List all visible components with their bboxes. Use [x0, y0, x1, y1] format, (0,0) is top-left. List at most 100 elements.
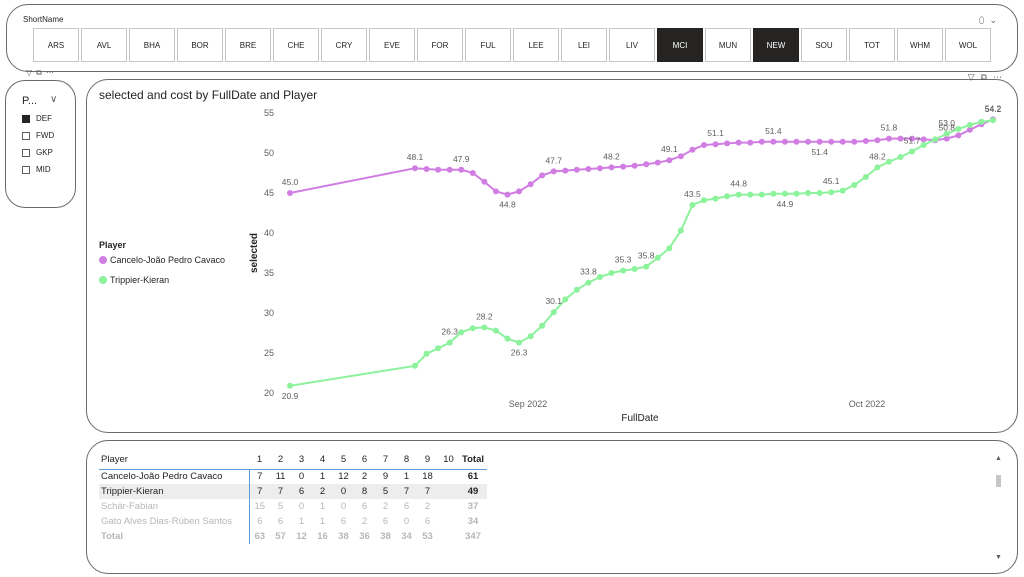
eraser-icon[interactable]: ⬯	[978, 15, 985, 25]
table-row[interactable]: Cancelo-João Pedro Cavaco 7 11 0 1 12 2 9 1 18 61	[99, 469, 487, 484]
team-button-lee[interactable]: LEE	[513, 28, 559, 62]
row-label: Cancelo-João Pedro Cavaco	[101, 471, 223, 483]
team-button-whm[interactable]: WHM	[897, 28, 943, 62]
team-button-for[interactable]: FOR	[417, 28, 463, 62]
team-button-ars[interactable]: ARS	[33, 28, 79, 62]
data-point	[446, 339, 453, 346]
team-button-mun[interactable]: MUN	[705, 28, 751, 62]
data-point	[481, 324, 488, 331]
data-point	[724, 193, 731, 200]
table-row[interactable]: Gato Alves Dias-Rúben Santos 6 6 1 1 6 2 6 0 6 34	[99, 514, 487, 529]
row-total: 37	[467, 501, 479, 512]
data-point	[978, 118, 985, 125]
position-slicer: P... ∨ DEF FWD GKP MID	[5, 80, 76, 208]
data-point	[550, 309, 557, 316]
vertical-scrollbar[interactable]: ▲ ▼	[995, 455, 1003, 561]
column-header[interactable]: 9	[417, 453, 438, 470]
y-tick-label: 25	[264, 348, 274, 358]
team-button-wol[interactable]: WOL	[945, 28, 991, 62]
data-point	[435, 345, 442, 352]
filter-icon[interactable]: ▽	[967, 72, 975, 82]
checkbox[interactable]	[22, 165, 30, 174]
position-item-fwd[interactable]: FWD	[22, 130, 54, 141]
data-point	[287, 382, 293, 389]
column-header[interactable]: 6	[354, 453, 375, 470]
data-point	[851, 138, 858, 145]
row-label: Gato Alves Dias-Rúben Santos	[101, 516, 232, 527]
team-button-lei[interactable]: LEI	[561, 28, 607, 62]
more-options-icon[interactable]: ⋯	[45, 68, 54, 77]
team-button-eve[interactable]: EVE	[369, 28, 415, 62]
data-label: 44.8	[499, 200, 516, 210]
data-point	[862, 138, 869, 144]
data-point	[955, 132, 962, 139]
data-point	[423, 166, 430, 172]
table-cell: 36	[359, 531, 370, 542]
team-button-row: ARS AVL BHA BOR BRE CHE CRY EVE FOR FUL LEE LEI LIV M…	[33, 28, 991, 62]
table-cell: 1	[319, 516, 326, 527]
more-options-icon[interactable]: ⋯	[993, 72, 1002, 82]
team-button-bha[interactable]: BHA	[129, 28, 175, 62]
data-label: 44.8	[730, 179, 747, 189]
data-point	[920, 142, 927, 148]
table-cell: 6	[361, 501, 368, 512]
team-button-che[interactable]: CHE	[273, 28, 319, 62]
y-tick-label: 50	[264, 148, 274, 158]
column-header[interactable]: 1	[249, 453, 270, 470]
column-header[interactable]: 2	[270, 453, 291, 470]
position-item-mid[interactable]: MID	[22, 164, 54, 175]
position-item-gkp[interactable]: GKP	[22, 147, 54, 158]
data-point	[481, 178, 488, 185]
chevron-down-icon[interactable]: ⌄	[989, 15, 997, 25]
checkbox[interactable]	[22, 131, 30, 140]
data-point	[781, 190, 788, 197]
data-point	[966, 126, 973, 133]
focus-mode-icon[interactable]: ⧉	[980, 72, 987, 82]
table-row[interactable]: Schär-Fabian 15 5 0 1 0 6 2 6 2 37	[99, 499, 487, 514]
team-button-bor[interactable]: BOR	[177, 28, 223, 62]
scroll-down-icon[interactable]: ▼	[995, 554, 1002, 561]
chevron-down-icon[interactable]: ∨	[50, 94, 58, 105]
team-button-bre[interactable]: BRE	[225, 28, 271, 62]
team-button-tot[interactable]: TOT	[849, 28, 895, 62]
data-point	[643, 263, 650, 270]
focus-mode-icon[interactable]: ⧉	[36, 68, 42, 77]
data-point	[516, 188, 523, 195]
table-cell	[438, 529, 459, 544]
position-item-def[interactable]: DEF	[22, 113, 54, 124]
table-cell: 6	[340, 516, 347, 527]
team-button-sou[interactable]: SOU	[801, 28, 847, 62]
team-button-ful[interactable]: FUL	[465, 28, 511, 62]
table-cell: 2	[424, 501, 431, 512]
matrix-table: Player 1 2 3 4 5 6 7 8 9 10 Total Cancelo-João Pedro…	[99, 453, 487, 544]
column-header[interactable]: 4	[312, 453, 333, 470]
column-header[interactable]: 8	[396, 453, 417, 470]
table-cell: 7	[417, 484, 438, 499]
team-button-mci[interactable]: MCI	[657, 28, 703, 62]
column-header-player[interactable]: Player	[99, 453, 249, 470]
scroll-up-icon[interactable]: ▲	[995, 455, 1002, 462]
column-header[interactable]: 3	[291, 453, 312, 470]
table-total-row[interactable]: Total 63 57 12 16 38 36 38 34 53 347	[99, 529, 487, 544]
data-label: 48.2	[603, 151, 620, 161]
team-button-liv[interactable]: LIV	[609, 28, 655, 62]
column-header[interactable]: Total	[459, 453, 487, 470]
filter-icon[interactable]: ▽	[26, 68, 33, 77]
column-header[interactable]: 7	[375, 453, 396, 470]
column-header[interactable]: 5	[333, 453, 354, 470]
team-button-cry[interactable]: CRY	[321, 28, 367, 62]
team-button-avl[interactable]: AVL	[81, 28, 127, 62]
column-header[interactable]: 10	[438, 453, 459, 470]
table-cell: 34	[401, 531, 412, 542]
table-row[interactable]: Trippier-Kieran 7 7 6 2 0 8 5 7 7 49	[99, 484, 487, 499]
checkbox[interactable]	[22, 114, 30, 123]
legend-entry: Cancelo-João Pedro Cavaco	[110, 255, 225, 265]
scroll-thumb[interactable]	[996, 475, 1001, 487]
position-slicer-header[interactable]: P...	[22, 95, 38, 107]
team-button-new[interactable]: NEW	[753, 28, 799, 62]
checkbox[interactable]	[22, 148, 30, 157]
data-point	[631, 162, 638, 169]
data-point	[412, 362, 418, 369]
line-chart-card: selected and cost by FullDate and Player…	[86, 79, 1018, 433]
data-point	[805, 138, 812, 145]
